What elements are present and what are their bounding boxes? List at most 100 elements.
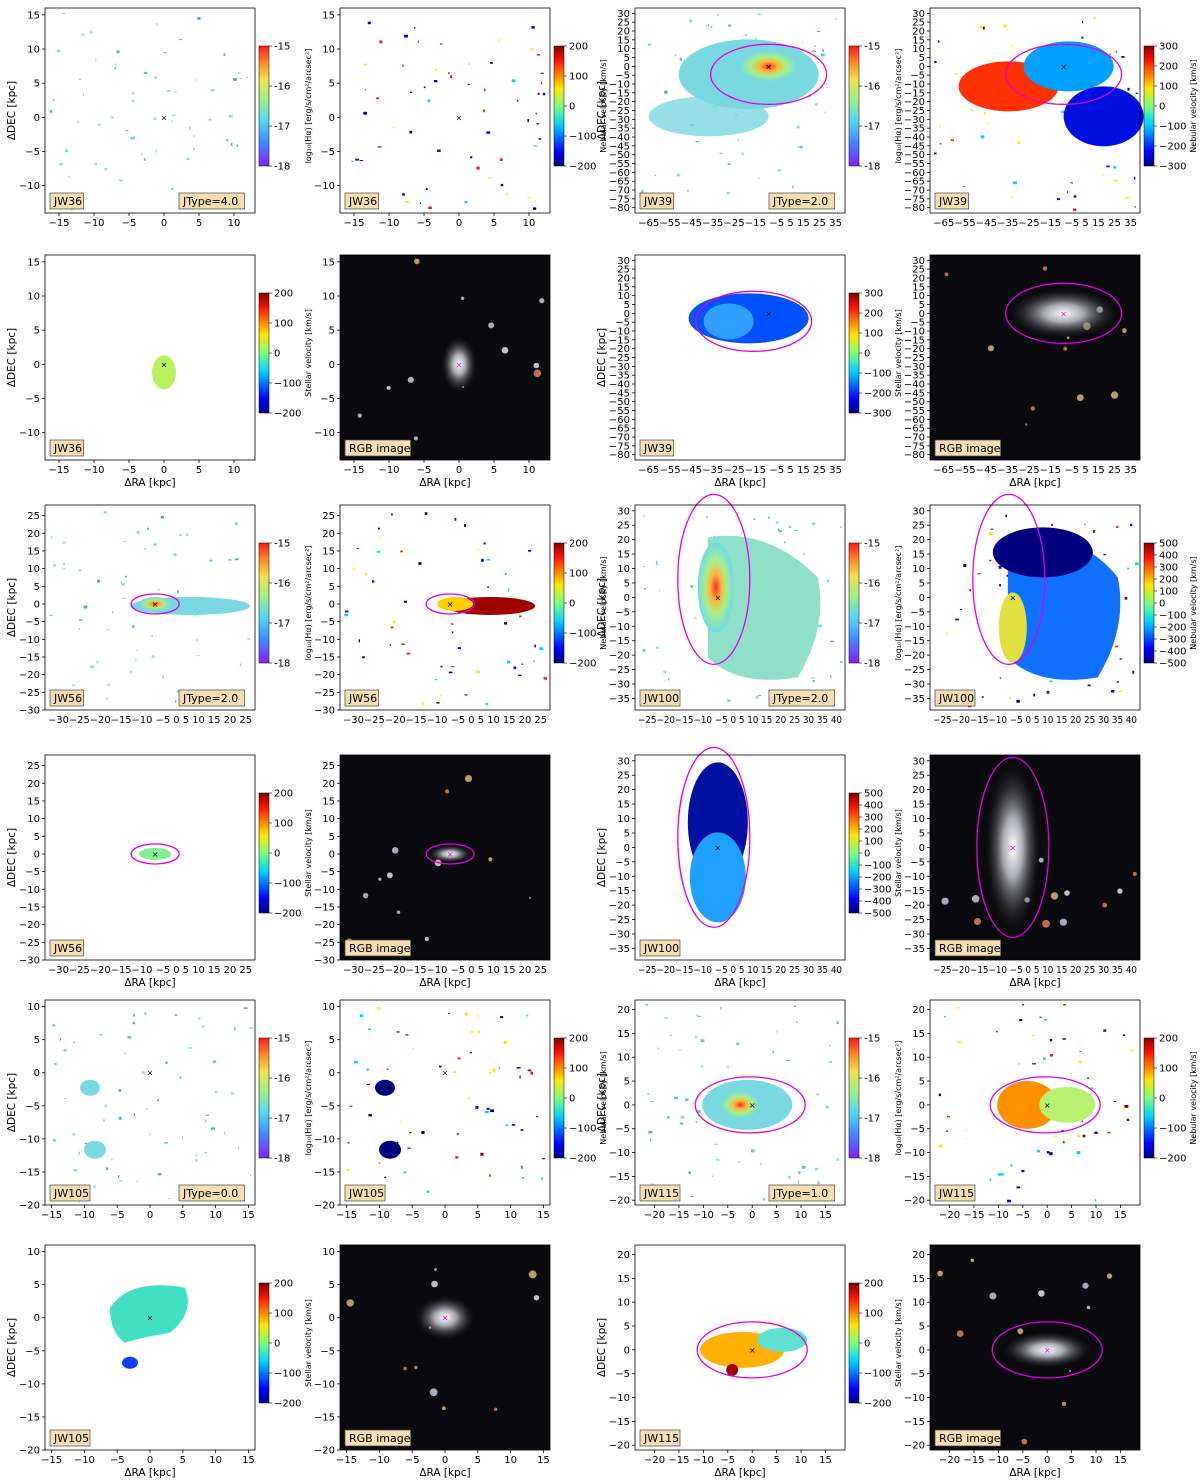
y-tick-label: −25 [609, 353, 630, 364]
y-tick-label: −25 [609, 915, 630, 926]
y-tick-label: 10 [912, 814, 925, 825]
data-pixel [234, 558, 239, 561]
data-pixel [757, 13, 762, 15]
data-pixel [1119, 658, 1122, 660]
data-pixel [696, 1110, 701, 1113]
data-pixel [650, 1183, 654, 1186]
data-pixel [377, 1007, 380, 1010]
data-pixel [440, 665, 443, 668]
data-pixel [996, 1031, 998, 1033]
galaxy-label-box [344, 689, 379, 707]
axes-frame [929, 754, 1141, 961]
y-tick-label: 10 [27, 1247, 40, 1258]
disk-contour [130, 843, 180, 865]
colorbar-tick-label: −100 [864, 1369, 891, 1380]
data-pixel [654, 174, 657, 177]
rgb-background [340, 1245, 550, 1450]
y-tick-label: −10 [609, 1393, 630, 1404]
data-pixel [480, 1152, 484, 1156]
data-pixel [514, 597, 517, 600]
data-pixel [767, 516, 771, 519]
data-pixel [533, 660, 535, 662]
y-tick-label: 25 [617, 771, 630, 782]
y-tick-label: 10 [617, 814, 630, 825]
data-pixel [1011, 196, 1013, 199]
colorbar-tick-label: -18 [274, 659, 290, 670]
center-marker: × [161, 113, 168, 122]
data-pixel [457, 1057, 461, 1060]
y-tick-label: −45 [609, 388, 630, 399]
halpha-emission [738, 50, 799, 83]
data-pixel [384, 1176, 387, 1178]
rgb-label-box [344, 439, 411, 457]
colorbar-tick-label: −400 [1159, 647, 1186, 658]
data-pixel [1066, 190, 1068, 194]
x-tick-label: 15 [537, 1455, 550, 1466]
y-tick-label: −70 [904, 433, 925, 444]
data-pixel [174, 699, 177, 703]
colorbar [258, 1037, 270, 1159]
stellar-field [122, 1356, 138, 1369]
data-pixel [107, 683, 110, 686]
data-pixel [1123, 1034, 1126, 1036]
star [970, 1258, 975, 1263]
data-pixel [201, 1025, 205, 1028]
data-pixel [83, 605, 88, 609]
y-tick-label: −30 [19, 706, 40, 717]
y-axis-label: ΔDEC [kpc] [596, 81, 608, 140]
star [1038, 1290, 1045, 1297]
data-pixel [144, 548, 146, 551]
colorbar-label: log₁₀(Hα) [erg/s/cm²/arcsec²] [894, 49, 903, 164]
center-marker: × [714, 593, 721, 602]
data-pixel [118, 1116, 122, 1120]
colorbar-tick-label: 100 [1159, 82, 1178, 93]
data-pixel [965, 1129, 968, 1131]
y-tick-label: 5 [34, 582, 40, 593]
data-pixel [188, 1047, 193, 1049]
y-tick-label: −5 [25, 617, 40, 628]
y-tick-label: 30 [617, 9, 630, 20]
y-tick-label: −5 [320, 1101, 335, 1112]
data-pixel [1046, 1151, 1050, 1154]
data-pixel [434, 68, 438, 71]
y-tick-label: −35 [904, 371, 925, 382]
data-pixel [426, 1190, 430, 1193]
y-tick-label: 25 [322, 511, 335, 522]
data-pixel [679, 1122, 684, 1125]
data-pixel [197, 654, 200, 657]
colorbar-tick-label: 200 [274, 1279, 293, 1290]
colorbar-tick-label: 500 [1159, 539, 1178, 550]
data-pixel [1135, 92, 1139, 94]
y-tick-label: 5 [329, 79, 335, 90]
x-tick-label: 0 [161, 218, 167, 229]
data-pixel [163, 52, 167, 54]
data-pixel [448, 72, 450, 74]
x-tick-labels: −25−20−15−10 −5 0 5 10 15 20 25 30 35 40 [933, 965, 1137, 976]
colorbar [848, 292, 860, 414]
data-pixel [536, 54, 541, 56]
data-pixel [788, 1175, 791, 1179]
disk-contour [425, 843, 475, 865]
data-pixel [97, 123, 102, 126]
data-pixel [144, 1012, 147, 1015]
data-pixel [934, 152, 937, 155]
y-tick-label: −20 [904, 97, 925, 108]
rgb-label-box [934, 939, 1001, 957]
x-tick-label: −15 [668, 1210, 689, 1221]
data-pixel [1007, 1199, 1011, 1203]
colorbar-tick-label: −500 [1159, 659, 1186, 670]
colorbar-label: Nebular velocity [km/s] [599, 59, 608, 152]
y-tick-label: 25 [27, 511, 40, 522]
y-tick-label: −10 [314, 1134, 335, 1145]
y-tick-label: −15 [314, 1167, 335, 1178]
data-pixel [736, 1042, 740, 1045]
data-pixel [536, 123, 539, 125]
data-pixel [727, 163, 731, 165]
data-pixel [133, 1113, 136, 1116]
data-pixel [946, 1115, 950, 1118]
data-pixel [1051, 523, 1053, 526]
data-pixel [186, 533, 189, 536]
halpha-emission [720, 1090, 761, 1119]
data-pixel [1116, 681, 1119, 683]
